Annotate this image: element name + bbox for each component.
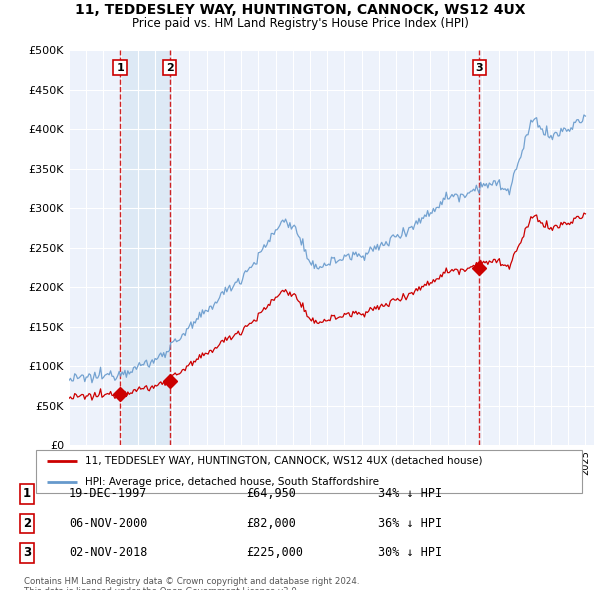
Text: 1: 1	[116, 63, 124, 73]
Text: 30% ↓ HPI: 30% ↓ HPI	[378, 546, 442, 559]
Text: £64,950: £64,950	[246, 487, 296, 500]
Text: 11, TEDDESLEY WAY, HUNTINGTON, CANNOCK, WS12 4UX (detached house): 11, TEDDESLEY WAY, HUNTINGTON, CANNOCK, …	[85, 456, 482, 466]
Text: Contains HM Land Registry data © Crown copyright and database right 2024.
This d: Contains HM Land Registry data © Crown c…	[24, 577, 359, 590]
Text: Price paid vs. HM Land Registry's House Price Index (HPI): Price paid vs. HM Land Registry's House …	[131, 17, 469, 30]
Text: 2: 2	[23, 517, 31, 530]
Text: 19-DEC-1997: 19-DEC-1997	[69, 487, 148, 500]
Text: 11, TEDDESLEY WAY, HUNTINGTON, CANNOCK, WS12 4UX: 11, TEDDESLEY WAY, HUNTINGTON, CANNOCK, …	[75, 3, 525, 17]
Text: £225,000: £225,000	[246, 546, 303, 559]
Text: 3: 3	[23, 546, 31, 559]
Text: £82,000: £82,000	[246, 517, 296, 530]
Text: 36% ↓ HPI: 36% ↓ HPI	[378, 517, 442, 530]
Text: HPI: Average price, detached house, South Staffordshire: HPI: Average price, detached house, Sout…	[85, 477, 379, 487]
Bar	[120, 50, 170, 445]
Text: 2: 2	[166, 63, 173, 73]
Text: 06-NOV-2000: 06-NOV-2000	[69, 517, 148, 530]
Text: 02-NOV-2018: 02-NOV-2018	[69, 546, 148, 559]
Text: 1: 1	[23, 487, 31, 500]
Text: 3: 3	[476, 63, 483, 73]
Text: 34% ↓ HPI: 34% ↓ HPI	[378, 487, 442, 500]
FancyBboxPatch shape	[36, 450, 582, 493]
